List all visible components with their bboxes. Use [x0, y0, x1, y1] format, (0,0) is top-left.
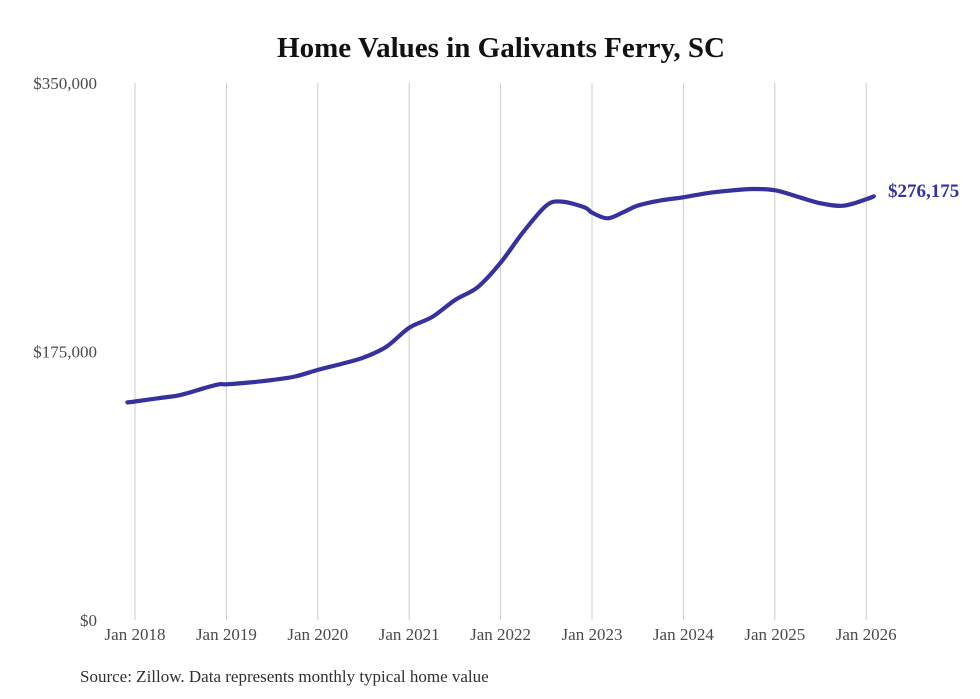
x-axis-label: Jan 2018: [105, 625, 166, 644]
x-axis-label: Jan 2023: [562, 625, 623, 644]
x-axis-label: Jan 2020: [287, 625, 348, 644]
x-axis-label: Jan 2025: [744, 625, 805, 644]
x-axis-label: Jan 2022: [470, 625, 531, 644]
y-axis-label: $0: [80, 611, 97, 630]
x-axis-label: Jan 2019: [196, 625, 257, 644]
y-axis-label: $350,000: [33, 74, 97, 93]
x-axis-label: Jan 2024: [653, 625, 714, 644]
y-axis-label: $175,000: [33, 343, 97, 362]
latest-value-label: $276,175: [888, 181, 959, 202]
x-axis-label: Jan 2026: [836, 625, 897, 644]
chart-title: Home Values in Galivants Ferry, SC: [277, 32, 725, 64]
x-axis-tick-labels: Jan 2018 Jan 2019 Jan 2020 Jan 2021 Jan 2022…: [105, 625, 897, 644]
y-axis-tick-labels: $350,000 $175,000 $0: [33, 74, 97, 630]
x-axis-label: Jan 2021: [379, 625, 440, 644]
year-gridlines: [134, 83, 867, 620]
source-note: Source: Zillow. Data represents monthly …: [80, 667, 489, 686]
home-value-trend-line: [125, 186, 876, 405]
